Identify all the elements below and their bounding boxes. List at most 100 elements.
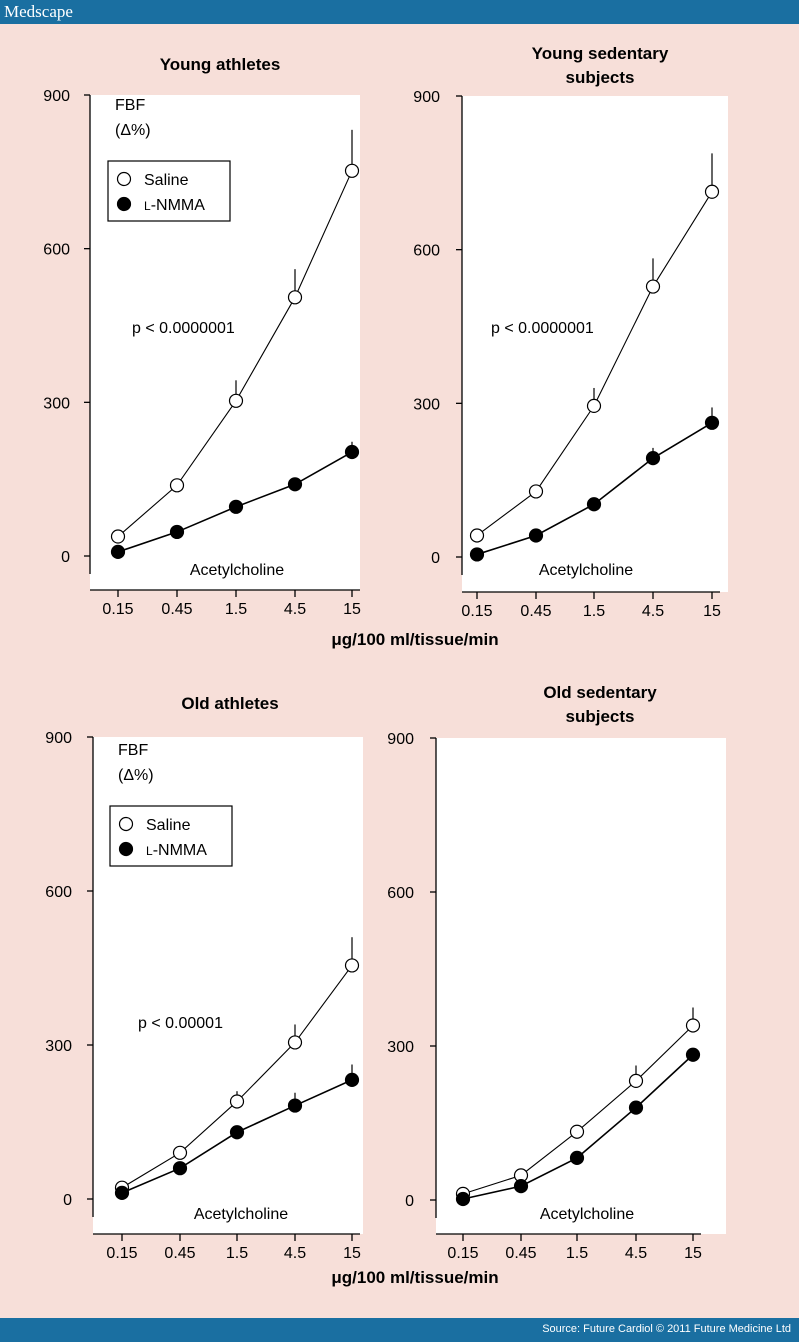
x-tick-label: 15 (703, 603, 721, 620)
x-tick-label: 4.5 (625, 1245, 647, 1262)
data-point-filled (628, 1100, 644, 1115)
y-tick-label: 0 (431, 550, 440, 567)
legend-box (107, 160, 231, 222)
y-tick-label: 900 (45, 730, 72, 747)
y-tick-label: 600 (45, 884, 72, 901)
y-tick-label: 900 (387, 731, 414, 748)
source-credit: Source: Future Cardiol © 2011 Future Med… (542, 1323, 791, 1335)
y-tick-label: 300 (43, 395, 70, 412)
y-axis-label-fbf: FBF (115, 97, 145, 114)
y-axis-label-unit: (Δ%) (118, 767, 154, 784)
data-point-open (172, 1145, 188, 1160)
chart-title-old-sedentary: Old sedentary subjects (543, 683, 657, 726)
x-tick-label: 0.45 (520, 603, 551, 620)
data-point-open (569, 1124, 585, 1139)
data-point-filled (344, 444, 360, 460)
data-point-open (704, 184, 720, 199)
annotation-acetylcholine: Acetylcholine (539, 562, 633, 579)
chart-title-young-sedentary: Young sedentary subjects (531, 44, 669, 87)
x-tick-label: 15 (684, 1245, 702, 1262)
data-point-filled (172, 1161, 188, 1176)
annotation-acetylcholine: Acetylcholine (190, 562, 284, 579)
data-point-open (528, 484, 544, 499)
data-point-filled (704, 415, 720, 430)
y-tick-label: 0 (405, 1193, 414, 1210)
y-tick-label: 600 (413, 243, 440, 260)
p-value-label: p < 0.0000001 (491, 320, 594, 337)
data-point-filled (569, 1150, 585, 1166)
data-point-filled (528, 528, 544, 543)
data-point-filled (344, 1072, 360, 1088)
legend-marker-lnmma (116, 196, 132, 212)
y-tick-label: 300 (387, 1039, 414, 1056)
series-line-filled (476, 422, 713, 556)
data-point-open (110, 529, 126, 544)
y-axis-label-fbf: FBF (118, 742, 148, 759)
data-point-filled (169, 524, 185, 540)
y-tick-label: 900 (413, 89, 440, 106)
y-tick-label: 600 (43, 242, 70, 259)
data-point-filled (586, 497, 602, 512)
y-tick-label: 0 (61, 549, 70, 566)
x-tick-label: 1.5 (226, 1245, 248, 1262)
data-point-open (228, 393, 244, 408)
x-tick-label: 1.5 (583, 603, 605, 620)
x-tick-label: 4.5 (284, 601, 306, 618)
data-point-filled (228, 499, 244, 514)
x-tick-label: 0.45 (164, 1245, 195, 1262)
y-tick-label: 300 (413, 396, 440, 413)
legend-marker-saline (118, 816, 134, 832)
y-tick-label: 0 (63, 1192, 72, 1209)
data-point-open (344, 958, 360, 973)
x-tick-label: 1.5 (225, 601, 247, 618)
data-point-open (586, 398, 602, 413)
series-line-open (476, 191, 713, 536)
data-point-filled (513, 1179, 529, 1194)
data-point-open (685, 1018, 701, 1033)
data-point-open (469, 528, 485, 543)
data-point-open (628, 1073, 644, 1089)
data-point-open (344, 163, 360, 178)
annotation-acetylcholine: Acetylcholine (194, 1206, 288, 1223)
x-axis-label-bottom: μg/100 ml/tissue/min (331, 1268, 499, 1287)
footer-bar: Source: Future Cardiol © 2011 Future Med… (0, 1318, 799, 1342)
data-point-open (645, 279, 661, 294)
x-tick-label: 0.15 (106, 1245, 137, 1262)
data-point-filled (287, 477, 303, 492)
legend-label-saline: Saline (146, 817, 191, 834)
legend-label-saline: Saline (144, 172, 189, 189)
data-point-filled (114, 1185, 130, 1200)
data-point-open (169, 478, 185, 493)
x-tick-label: 0.15 (102, 601, 133, 618)
p-value-label: p < 0.00001 (138, 1015, 223, 1032)
annotation-acetylcholine: Acetylcholine (540, 1206, 634, 1223)
data-point-filled (469, 547, 485, 562)
y-tick-label: 600 (387, 885, 414, 902)
data-point-filled (229, 1125, 245, 1140)
series-line-open (117, 170, 353, 537)
x-tick-label: 0.15 (461, 603, 492, 620)
series-line-open (121, 965, 353, 1189)
x-tick-label: 1.5 (566, 1245, 588, 1262)
legend-label-lnmma: L-NMMA (146, 842, 207, 859)
x-tick-label: 15 (343, 1245, 361, 1262)
x-tick-label: 0.45 (505, 1245, 536, 1262)
data-point-filled (645, 451, 661, 466)
x-tick-label: 4.5 (642, 603, 664, 620)
legend-marker-lnmma (118, 841, 134, 857)
legend-label-lnmma: L-NMMA (144, 197, 205, 214)
x-tick-label: 0.15 (447, 1245, 478, 1262)
y-tick-label: 300 (45, 1038, 72, 1055)
data-point-filled (685, 1047, 701, 1062)
data-point-filled (287, 1098, 303, 1113)
data-point-filled (455, 1191, 471, 1207)
y-axis-label-unit: (Δ%) (115, 122, 151, 139)
data-point-open (287, 290, 303, 305)
data-point-filled (110, 544, 126, 560)
y-tick-label: 900 (43, 88, 70, 105)
chart-title-old-athletes: Old athletes (181, 694, 279, 713)
legend-box (109, 805, 233, 867)
p-value-label: p < 0.0000001 (132, 320, 235, 337)
medscape-logo[interactable]: Medscape (4, 2, 73, 21)
